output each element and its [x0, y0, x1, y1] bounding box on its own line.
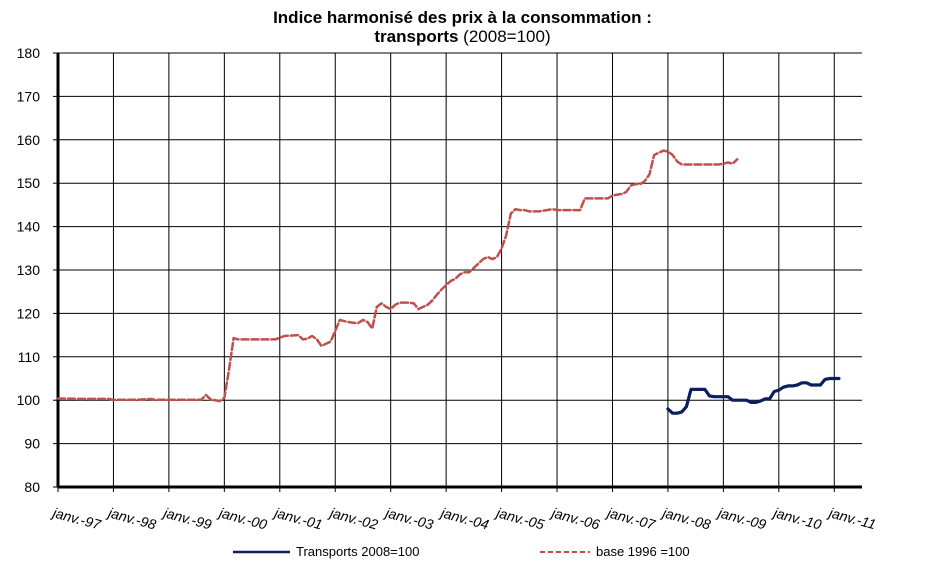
chart-title-line2: transports (2008=100)	[0, 27, 925, 46]
y-tick-label: 160	[17, 132, 41, 148]
y-tick-label: 90	[24, 436, 40, 452]
y-tick-label: 110	[18, 349, 41, 365]
y-tick-label: 150	[17, 175, 41, 191]
y-tick-label: 180	[17, 45, 41, 61]
x-tick-label: janv.-02	[327, 504, 380, 533]
chart-title-bold-part: transports	[374, 27, 459, 46]
y-tick-label: 100	[17, 392, 41, 408]
series-line-base-1996	[56, 149, 739, 403]
x-tick-label: janv.-01	[271, 504, 324, 533]
x-tick-label: janv.-07	[604, 504, 658, 533]
series-line-transports	[666, 376, 841, 415]
x-tick-label: janv.-10	[770, 504, 823, 533]
y-tick-label: 130	[17, 262, 41, 278]
y-tick-label: 80	[24, 479, 40, 495]
x-tick-label: janv.-09	[715, 504, 768, 533]
x-tick-label: janv.-11	[826, 504, 878, 532]
chart-title-line1: Indice harmonisé des prix à la consommat…	[273, 8, 652, 27]
x-tick-label: janv.-00	[216, 504, 269, 533]
x-tick-label: janv.-04	[437, 504, 490, 533]
x-tick-label: janv.-99	[160, 504, 213, 533]
y-tick-label: 120	[17, 305, 41, 321]
chart-title-rest: (2008=100)	[458, 27, 551, 46]
x-tick-label: janv.-06	[548, 504, 601, 533]
x-tick-label: janv.-97	[49, 504, 103, 533]
x-tick-label: janv.-03	[382, 504, 435, 533]
chart-title: Indice harmonisé des prix à la consommat…	[0, 8, 925, 46]
x-tick-label: janv.-98	[105, 504, 158, 533]
y-tick-label: 170	[17, 88, 41, 104]
y-tick-label: 140	[17, 219, 41, 235]
legend-label: base 1996 =100	[596, 544, 690, 559]
x-tick-label: janv.-05	[493, 504, 546, 533]
x-tick-label: janv.-08	[659, 504, 712, 533]
legend-label: Transports 2008=100	[296, 544, 419, 559]
